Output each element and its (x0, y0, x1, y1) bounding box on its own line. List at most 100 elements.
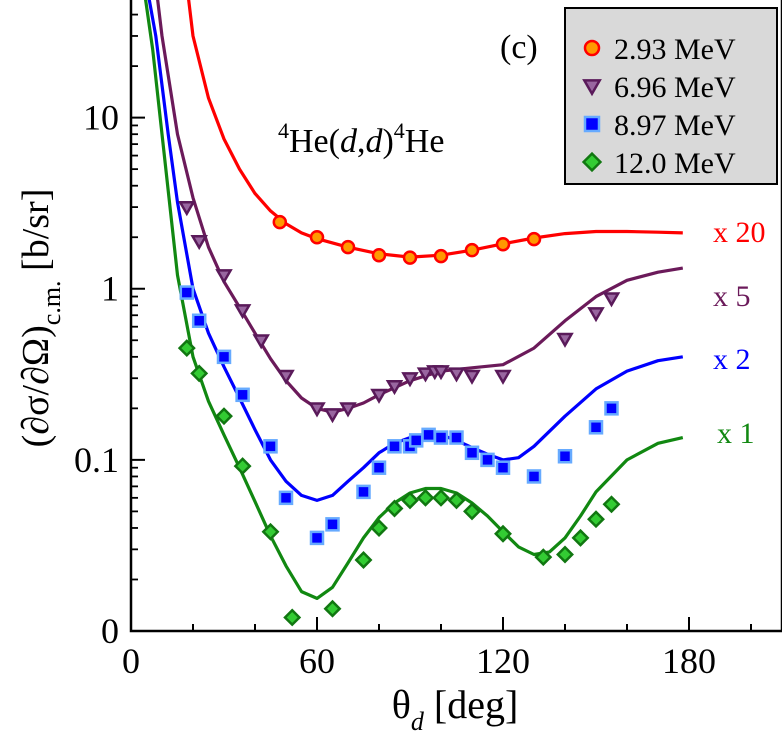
scale-labels: x 20 x 5 x 2 x 1 (713, 216, 766, 450)
point-12-0-mev-10 (401, 491, 419, 510)
point-2-93-mev-4 (402, 250, 418, 265)
x-tick-label-3: 180 (662, 641, 716, 681)
scale-label-6-96-mev: x 5 (713, 280, 751, 313)
point-2-93-mev-6 (464, 242, 480, 258)
legend-marker-8-97-mev (583, 115, 601, 133)
point-6-96-mev-2 (215, 269, 233, 285)
point-8-97-mev-22 (604, 401, 619, 416)
point-12-0-mev-4 (261, 522, 280, 541)
point-6-96-mev-14 (432, 365, 450, 381)
scale-label-2-93-mev: x 20 (713, 216, 766, 249)
y-tick-label-1: 1 (101, 269, 119, 309)
point-8-97-mev-19 (526, 469, 542, 484)
point-6-96-mev-16 (463, 369, 481, 385)
curve-8-97-mev (147, 0, 684, 502)
point-12-0-mev-12 (432, 488, 450, 507)
point-2-93-mev-2 (340, 239, 356, 255)
point-8-97-mev-17 (480, 452, 495, 468)
scale-label-12-0-mev: x 1 (717, 417, 755, 450)
point-8-97-mev-3 (235, 387, 250, 403)
data-points (177, 201, 621, 627)
x-tick-label-2: 120 (476, 641, 530, 681)
fit-curves (144, 0, 684, 600)
point-6-96-mev-1 (190, 234, 208, 251)
point-2-93-mev-1 (309, 229, 325, 245)
legend: 2.93 MeV 6.96 MeV 8.97 MeV 12.0 MeV (564, 7, 778, 185)
legend-label-8-97-mev: 8.97 MeV (614, 109, 736, 142)
point-12-0-mev-13 (447, 491, 466, 510)
point-8-97-mev-13 (421, 427, 436, 443)
point-6-96-mev-6 (308, 402, 326, 418)
point-6-96-mev-3 (233, 304, 252, 320)
point-12-0-mev-16 (534, 548, 553, 567)
y-axis-label: (∂σ/∂Ω)c.m. [b/sr] (15, 189, 66, 448)
plot-frame (129, 0, 782, 633)
point-8-97-mev-8 (356, 484, 371, 500)
point-12-0-mev-15 (494, 524, 512, 543)
point-6-96-mev-9 (370, 388, 388, 404)
point-12-0-mev-14 (463, 502, 481, 521)
scale-label-8-97-mev: x 2 (713, 343, 751, 376)
point-8-97-mev-2 (216, 349, 232, 365)
curve-12-0-mev (144, 0, 684, 600)
panel-label: (c) (500, 29, 538, 66)
point-8-97-mev-10 (387, 439, 402, 454)
point-2-93-mev-3 (371, 247, 387, 263)
x-tick-label-0: 0 (122, 641, 140, 681)
legend-marker-6-96-mev (582, 79, 602, 97)
legend-marker-2-93-mev (583, 39, 601, 57)
legend-label-2-93-mev: 2.93 MeV (614, 33, 736, 66)
point-8-97-mev-0 (179, 285, 195, 300)
point-12-0-mev-18 (571, 528, 590, 547)
y-tick-label-3: 0 (101, 611, 119, 651)
point-8-97-mev-5 (278, 490, 294, 506)
point-8-97-mev-6 (309, 530, 325, 546)
point-8-97-mev-21 (588, 420, 604, 435)
point-6-96-mev-10 (385, 380, 404, 396)
point-8-97-mev-1 (191, 313, 207, 329)
point-12-0-mev-20 (602, 495, 621, 514)
x-axis-label: θd [deg] (392, 682, 519, 736)
point-8-97-mev-4 (263, 439, 278, 454)
point-6-96-mev-7 (323, 408, 342, 424)
point-12-0-mev-0 (177, 339, 196, 358)
x-tick-label-1: 60 (299, 641, 335, 681)
point-12-0-mev-8 (370, 519, 388, 537)
point-8-97-mev-9 (371, 460, 387, 475)
point-12-0-mev-11 (416, 488, 435, 507)
point-12-0-mev-1 (190, 364, 209, 383)
point-12-0-mev-3 (233, 457, 252, 476)
point-6-96-mev-5 (277, 369, 295, 385)
point-6-96-mev-19 (587, 307, 605, 323)
reaction-label: 4He(d,d)4He (278, 118, 444, 160)
point-12-0-mev-6 (323, 599, 342, 618)
point-6-96-mev-8 (339, 402, 357, 418)
point-6-96-mev-0 (178, 201, 196, 217)
axis-ticks: 0 60 120 180 10 1 0.1 0 (74, 13, 752, 681)
point-8-97-mev-20 (557, 448, 573, 464)
curve-6-96-mev (156, 0, 684, 414)
point-6-96-mev-12 (416, 367, 435, 383)
point-6-96-mev-15 (447, 367, 466, 383)
point-12-0-mev-2 (215, 407, 233, 426)
point-12-0-mev-5 (283, 608, 302, 627)
point-6-96-mev-17 (494, 369, 512, 385)
point-6-96-mev-20 (602, 292, 621, 308)
legend-label-6-96-mev: 6.96 MeV (614, 71, 736, 104)
curve-2-93-mev (187, 0, 683, 259)
point-6-96-mev-18 (556, 332, 574, 348)
y-tick-label-2: 0.1 (74, 440, 119, 480)
legend-marker-12-0-mev (581, 151, 603, 173)
point-2-93-mev-8 (526, 231, 542, 247)
point-8-97-mev-7 (325, 517, 340, 532)
point-12-0-mev-7 (354, 551, 373, 569)
point-8-97-mev-18 (495, 460, 511, 475)
point-6-96-mev-11 (401, 372, 419, 388)
point-8-97-mev-16 (464, 445, 480, 461)
point-12-0-mev-17 (556, 545, 574, 564)
point-8-97-mev-12 (408, 433, 424, 448)
point-6-96-mev-4 (252, 334, 270, 350)
point-12-0-mev-19 (587, 510, 605, 529)
y-tick-label-0: 10 (83, 98, 119, 138)
